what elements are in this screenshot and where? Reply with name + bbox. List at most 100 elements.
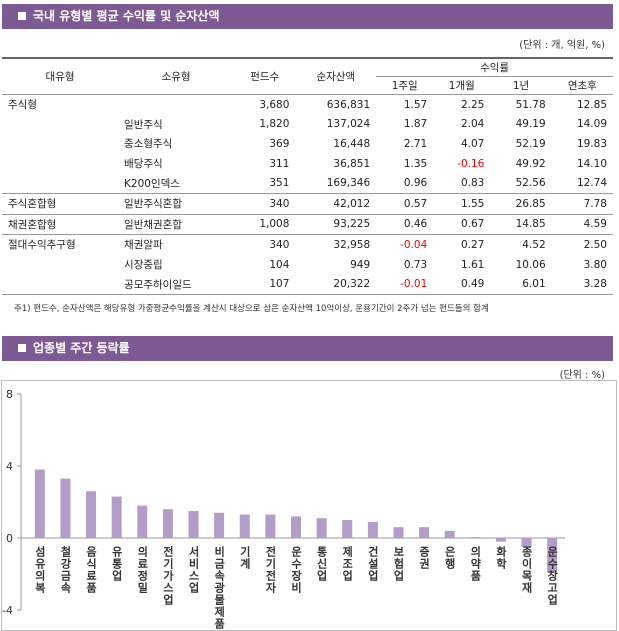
table-cell: 2.25: [460, 98, 485, 111]
table-row: 공모주하이일드 107 20,322 -0.01 0.49 6.01 3.28: [2, 274, 613, 295]
section-title: 국내 유형별 평균 수익률 및 순자산액: [2, 4, 613, 29]
table-cell: 42,012: [295, 192, 377, 215]
x-tick-label: 운수창고업: [546, 546, 559, 606]
bar: [470, 537, 481, 538]
bar: [367, 521, 378, 538]
bar: [265, 514, 276, 538]
table-cell: 20,322: [295, 274, 377, 295]
bar: [419, 527, 430, 538]
table-row: K200인덱스 351 169,346 0.96 0.83 52.56 12.74: [2, 173, 613, 193]
bar: [162, 509, 173, 538]
y-tick-label: 0: [6, 532, 13, 545]
footnote: 주1) 펀드수, 순자산액은 해당유형 가중평균수익률을 계산시 대상으로 삼은…: [14, 304, 489, 314]
bar: [444, 530, 455, 538]
y-tick-label: -4: [2, 604, 13, 617]
table-cell: [2, 255, 118, 275]
y-tick-label: 4: [6, 460, 13, 473]
table-cell: 2.04: [460, 118, 485, 131]
bar: [342, 520, 353, 538]
table-cell: 4.52: [490, 234, 552, 255]
table-cell: 49.19: [515, 118, 546, 131]
table-cell: 채권알파: [118, 234, 235, 255]
table-cell: 12.85: [576, 98, 607, 111]
table-cell: 137,024: [326, 118, 371, 131]
header-row: 1주일 1개월 1년 연초후: [2, 76, 613, 95]
table-row: 일반주식 1,820 137,024 1.87 2.04 49.19 14.09: [2, 115, 613, 135]
x-tick-label: 전기가스업: [161, 545, 174, 606]
table-cell: 일반주식혼합: [118, 192, 235, 215]
bar: [111, 496, 122, 538]
table-cell: K200인덱스: [124, 177, 180, 190]
x-tick-label: 음식료품: [85, 546, 98, 594]
table-cell: 169,346: [326, 177, 371, 190]
bar: [291, 516, 301, 538]
column-header: 1개월: [433, 76, 491, 95]
table-cell: 4.59: [551, 213, 613, 235]
bar: [495, 538, 506, 542]
table-cell: -0.16: [457, 157, 485, 170]
bar: [86, 491, 97, 538]
table-cell: 1.87: [403, 118, 428, 131]
bar: [60, 478, 71, 538]
table-cell: [118, 95, 234, 115]
bar: [547, 538, 558, 573]
table-cell: 36,851: [333, 157, 371, 170]
table-cell: 340: [234, 234, 296, 255]
table-cell: 1,820: [259, 118, 290, 131]
table-cell: 7.78: [551, 192, 613, 215]
table-cell: [2, 154, 118, 174]
table-row: 채권혼합형 일반채권혼합 1,008 93,225 0.46 0.67 14.85 4.59: [2, 213, 613, 235]
table-cell: 340: [234, 192, 296, 215]
table-cell: 중소형주식: [124, 138, 173, 151]
table-cell: 351: [269, 177, 290, 190]
table-cell: 52.19: [515, 137, 546, 150]
table-cell: 14.85: [490, 213, 552, 235]
bar: [188, 511, 199, 538]
column-header: 펀드수: [234, 57, 296, 95]
bar: [137, 505, 148, 538]
x-tick-label: 비금속광물제품: [213, 545, 226, 630]
bar: [239, 514, 250, 538]
table-cell: 26.85: [490, 192, 552, 215]
table-cell: 636,831: [326, 98, 371, 111]
x-tick-label: 화학: [494, 545, 507, 570]
column-header: 순자산액: [295, 57, 377, 95]
table-cell: 32,958: [295, 234, 377, 255]
table-cell: 311: [269, 157, 290, 170]
x-tick-label: 의료정밀: [136, 545, 149, 594]
x-tick-label: 통신업: [315, 546, 328, 582]
table-cell: 배당주식: [124, 158, 163, 171]
table-cell: 3,680: [259, 98, 290, 111]
table-row: 시장중립 104 949 0.73 1.61 10.06 3.80: [2, 255, 613, 275]
table-cell: [2, 115, 118, 135]
table-cell: 1.57: [403, 98, 428, 111]
table-cell: 19.83: [576, 137, 607, 150]
x-tick-label: 기계: [238, 545, 251, 570]
x-tick-label: 유통업: [110, 546, 123, 582]
bar: [316, 518, 327, 538]
x-tick-label: 증권: [418, 546, 431, 570]
x-tick-label: 전기전자: [264, 545, 277, 594]
table-cell: 1.55: [433, 192, 491, 215]
x-tick-label: 제조업: [341, 545, 354, 582]
table-cell: 93,225: [295, 213, 377, 235]
table-cell: 3.80: [583, 258, 607, 271]
table-cell: 1.61: [460, 258, 485, 271]
table-cell: 49.92: [515, 157, 546, 170]
table-cell: 1,008: [234, 213, 296, 235]
bar: [214, 512, 225, 538]
x-tick-label: 운수장비: [290, 546, 303, 594]
column-header: 연초후: [551, 76, 613, 95]
table-row: 절대수익추구형 채권알파 340 32,958 -0.04 0.27 4.52 2.50: [2, 234, 613, 255]
table-cell: 채권혼합형: [2, 213, 119, 235]
table-cell: 0.57: [376, 192, 434, 215]
x-tick-label: 종이목재: [520, 546, 533, 594]
table-cell: 949: [350, 258, 371, 271]
chart: -4 0 4 8 섬유의복 철강금속 음식료품 유통업 의료정밀 전기가스업 서비스업 비금속광물제품…: [1, 380, 617, 631]
table-cell: -0.04: [376, 234, 434, 255]
column-header: 1년: [490, 76, 552, 95]
table-cell: 2.71: [403, 137, 428, 150]
table-cell: 0.49: [433, 274, 491, 295]
table-cell: 0.83: [460, 177, 485, 190]
table-cell: [2, 274, 119, 295]
